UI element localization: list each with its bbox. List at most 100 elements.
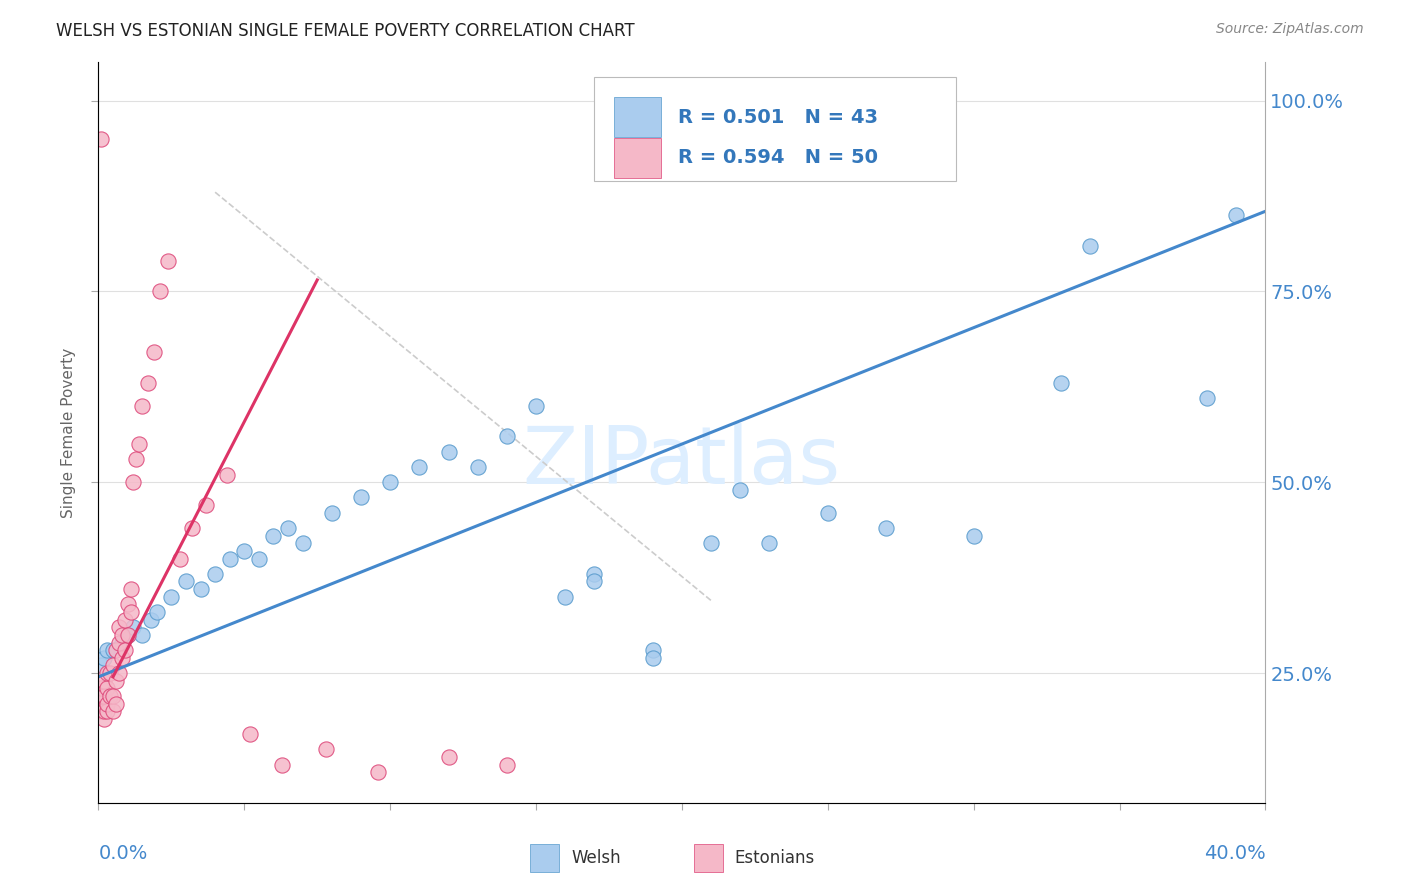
Point: [875, 521, 897, 535]
Point: [962, 529, 984, 543]
Point: [174, 574, 197, 589]
Point: [96, 643, 118, 657]
Point: [117, 598, 139, 612]
FancyBboxPatch shape: [530, 844, 560, 872]
Point: [128, 437, 150, 451]
Point: [111, 635, 134, 649]
Point: [262, 529, 284, 543]
Point: [90, 697, 112, 711]
Point: [277, 521, 299, 535]
Point: [104, 643, 127, 657]
Text: R = 0.594   N = 50: R = 0.594 N = 50: [679, 148, 879, 168]
Point: [101, 704, 124, 718]
Point: [180, 521, 202, 535]
Point: [817, 506, 839, 520]
FancyBboxPatch shape: [595, 78, 956, 181]
Point: [247, 551, 270, 566]
Point: [90, 681, 112, 696]
Point: [93, 689, 115, 703]
Point: [215, 467, 238, 482]
Point: [111, 628, 134, 642]
Point: [96, 697, 118, 711]
Point: [114, 643, 136, 657]
Point: [131, 628, 153, 642]
Point: [120, 582, 142, 596]
FancyBboxPatch shape: [614, 96, 661, 137]
Point: [131, 399, 153, 413]
Point: [146, 605, 169, 619]
Point: [204, 566, 226, 581]
Text: R = 0.501   N = 43: R = 0.501 N = 43: [679, 108, 879, 127]
Point: [758, 536, 780, 550]
Point: [111, 650, 134, 665]
Point: [437, 444, 460, 458]
Point: [641, 650, 664, 665]
Point: [101, 689, 124, 703]
Point: [98, 689, 121, 703]
Point: [90, 132, 112, 146]
Point: [98, 666, 121, 681]
Point: [93, 673, 115, 688]
Point: [117, 628, 139, 642]
Point: [583, 566, 606, 581]
Point: [149, 285, 172, 299]
Point: [496, 429, 519, 443]
Point: [108, 635, 131, 649]
Point: [108, 666, 131, 681]
Text: 40.0%: 40.0%: [1204, 844, 1265, 863]
Point: [139, 613, 162, 627]
Text: Welsh: Welsh: [571, 849, 620, 867]
Point: [291, 536, 314, 550]
Point: [117, 628, 139, 642]
Point: [136, 376, 159, 390]
Point: [315, 742, 337, 756]
Point: [93, 712, 115, 726]
Point: [93, 650, 115, 665]
Point: [700, 536, 723, 550]
Point: [101, 658, 124, 673]
Point: [101, 643, 124, 657]
Point: [142, 345, 165, 359]
Point: [239, 727, 262, 741]
Point: [437, 750, 460, 764]
Point: [408, 460, 430, 475]
Point: [367, 765, 389, 780]
Point: [96, 681, 118, 696]
Point: [524, 399, 547, 413]
Point: [583, 574, 606, 589]
Point: [195, 498, 218, 512]
Point: [125, 452, 148, 467]
Point: [1195, 391, 1218, 405]
Text: WELSH VS ESTONIAN SINGLE FEMALE POVERTY CORRELATION CHART: WELSH VS ESTONIAN SINGLE FEMALE POVERTY …: [56, 22, 636, 40]
Point: [120, 605, 142, 619]
Point: [730, 483, 752, 497]
FancyBboxPatch shape: [693, 844, 723, 872]
Y-axis label: Single Female Poverty: Single Female Poverty: [60, 348, 76, 517]
Point: [467, 460, 489, 475]
Point: [380, 475, 402, 490]
Point: [122, 475, 145, 490]
Text: ZIPatlas: ZIPatlas: [523, 423, 841, 501]
Point: [104, 697, 127, 711]
Point: [554, 590, 576, 604]
Point: [108, 620, 131, 634]
Point: [350, 491, 373, 505]
Point: [1225, 208, 1247, 222]
Point: [321, 506, 343, 520]
Point: [496, 757, 519, 772]
Point: [160, 590, 183, 604]
Text: Source: ZipAtlas.com: Source: ZipAtlas.com: [1216, 22, 1364, 37]
Point: [90, 689, 112, 703]
Point: [96, 704, 118, 718]
Text: Estonians: Estonians: [734, 849, 814, 867]
Point: [271, 757, 294, 772]
Text: 0.0%: 0.0%: [98, 844, 148, 863]
Point: [104, 673, 127, 688]
Point: [233, 544, 256, 558]
Point: [90, 658, 112, 673]
Point: [1050, 376, 1073, 390]
Point: [1080, 238, 1102, 252]
Point: [96, 666, 118, 681]
Point: [169, 551, 191, 566]
Point: [218, 551, 240, 566]
